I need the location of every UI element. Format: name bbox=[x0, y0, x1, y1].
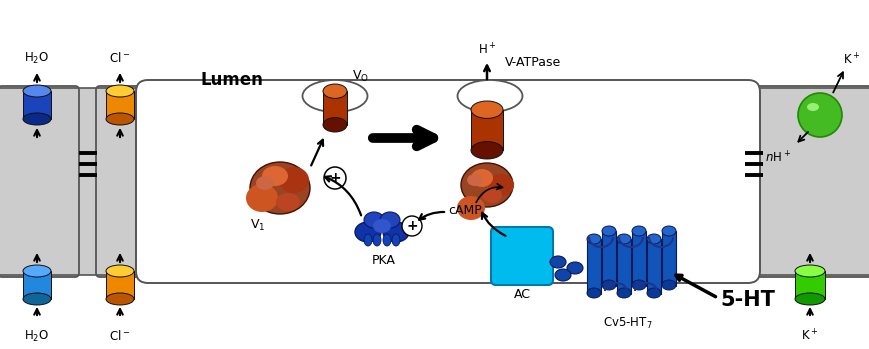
Bar bbox=[661, 231, 675, 286]
Ellipse shape bbox=[380, 212, 400, 228]
Ellipse shape bbox=[616, 234, 630, 244]
Text: V$_{\rm O}$: V$_{\rm O}$ bbox=[352, 68, 368, 83]
Ellipse shape bbox=[647, 288, 660, 298]
FancyBboxPatch shape bbox=[96, 86, 149, 277]
Ellipse shape bbox=[661, 226, 675, 236]
Bar bbox=[322, 91, 347, 125]
Ellipse shape bbox=[467, 174, 482, 186]
Text: PKA: PKA bbox=[372, 254, 395, 267]
Bar bbox=[23, 271, 51, 299]
Ellipse shape bbox=[567, 262, 582, 274]
Ellipse shape bbox=[302, 80, 367, 112]
Bar bbox=[647, 239, 660, 294]
Text: K$^+$: K$^+$ bbox=[842, 52, 859, 68]
Ellipse shape bbox=[106, 85, 134, 97]
Ellipse shape bbox=[661, 280, 675, 290]
Text: V-ATPase: V-ATPase bbox=[504, 55, 561, 68]
FancyBboxPatch shape bbox=[0, 86, 79, 277]
Text: Cl$^-$: Cl$^-$ bbox=[109, 51, 130, 65]
Ellipse shape bbox=[373, 219, 390, 233]
Ellipse shape bbox=[601, 280, 615, 290]
Ellipse shape bbox=[554, 269, 570, 281]
Bar bbox=[794, 271, 824, 299]
Circle shape bbox=[401, 216, 421, 236]
Ellipse shape bbox=[322, 84, 347, 98]
Ellipse shape bbox=[275, 193, 300, 211]
Ellipse shape bbox=[262, 166, 288, 186]
Ellipse shape bbox=[255, 176, 274, 190]
Text: H$^+$: H$^+$ bbox=[477, 42, 495, 58]
Ellipse shape bbox=[587, 288, 600, 298]
Ellipse shape bbox=[470, 169, 493, 187]
Text: $n$H$^+$: $n$H$^+$ bbox=[764, 150, 790, 166]
Ellipse shape bbox=[470, 101, 502, 118]
Bar bbox=[0, 88, 869, 275]
Bar bbox=[601, 231, 615, 286]
Ellipse shape bbox=[631, 280, 646, 290]
Circle shape bbox=[323, 167, 346, 189]
Text: Lumen: Lumen bbox=[201, 71, 263, 89]
Ellipse shape bbox=[631, 226, 646, 236]
Ellipse shape bbox=[246, 184, 278, 212]
Ellipse shape bbox=[549, 256, 566, 268]
Ellipse shape bbox=[279, 167, 308, 193]
Ellipse shape bbox=[373, 234, 381, 246]
Text: Cl$^-$: Cl$^-$ bbox=[109, 329, 130, 343]
Text: cAMP: cAMP bbox=[448, 203, 481, 216]
Ellipse shape bbox=[601, 226, 615, 236]
Ellipse shape bbox=[363, 212, 383, 228]
Ellipse shape bbox=[23, 113, 51, 125]
Text: 5-HT: 5-HT bbox=[720, 290, 774, 310]
Ellipse shape bbox=[392, 234, 400, 246]
Ellipse shape bbox=[806, 103, 818, 111]
Bar bbox=[631, 231, 646, 286]
Ellipse shape bbox=[616, 288, 630, 298]
Bar bbox=[23, 91, 51, 119]
Ellipse shape bbox=[481, 187, 501, 203]
Ellipse shape bbox=[794, 265, 824, 277]
Bar bbox=[106, 91, 134, 119]
Ellipse shape bbox=[23, 265, 51, 277]
Bar bbox=[616, 239, 630, 294]
Ellipse shape bbox=[794, 293, 824, 305]
FancyBboxPatch shape bbox=[136, 80, 760, 283]
Text: +: + bbox=[406, 219, 417, 233]
Ellipse shape bbox=[106, 265, 134, 277]
Text: Cv5-HT$_7$: Cv5-HT$_7$ bbox=[602, 316, 652, 331]
Ellipse shape bbox=[23, 85, 51, 97]
Ellipse shape bbox=[456, 196, 484, 220]
Text: AC: AC bbox=[513, 288, 530, 301]
Bar bbox=[587, 239, 600, 294]
Ellipse shape bbox=[106, 293, 134, 305]
Ellipse shape bbox=[382, 234, 390, 246]
Text: H$_2$O: H$_2$O bbox=[24, 328, 50, 343]
Ellipse shape bbox=[587, 234, 600, 244]
FancyBboxPatch shape bbox=[490, 227, 553, 285]
Bar bbox=[470, 110, 502, 150]
Ellipse shape bbox=[355, 222, 381, 242]
Ellipse shape bbox=[322, 118, 347, 132]
Ellipse shape bbox=[488, 174, 514, 196]
Text: +: + bbox=[328, 171, 341, 185]
Text: V$_1$: V$_1$ bbox=[250, 217, 265, 232]
FancyBboxPatch shape bbox=[745, 86, 869, 277]
Ellipse shape bbox=[647, 234, 660, 244]
Ellipse shape bbox=[249, 162, 309, 214]
Text: K$^+$: K$^+$ bbox=[800, 328, 818, 344]
Ellipse shape bbox=[470, 142, 502, 159]
Ellipse shape bbox=[457, 80, 522, 112]
Ellipse shape bbox=[382, 222, 408, 242]
Text: H$_2$O: H$_2$O bbox=[24, 51, 50, 66]
Circle shape bbox=[797, 93, 841, 137]
Ellipse shape bbox=[363, 234, 372, 246]
Ellipse shape bbox=[461, 163, 513, 207]
Bar bbox=[106, 271, 134, 299]
Ellipse shape bbox=[106, 113, 134, 125]
Ellipse shape bbox=[23, 293, 51, 305]
